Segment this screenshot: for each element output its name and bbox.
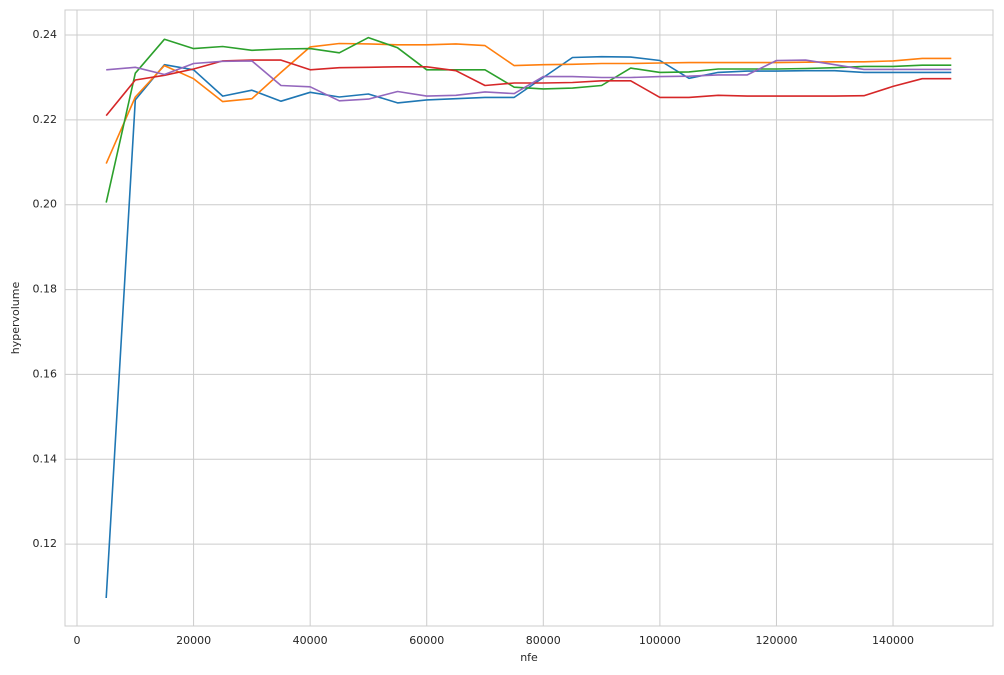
- x-tick-label: 60000: [409, 634, 444, 647]
- y-tick-label: 0.12: [33, 537, 58, 550]
- line-series: [105, 55, 952, 599]
- y-tick-label: 0.24: [33, 28, 58, 41]
- x-tick-label: 100000: [639, 634, 681, 647]
- y-tick-label: 0.20: [33, 198, 58, 211]
- x-tick-label: 20000: [176, 634, 211, 647]
- x-tick-label: 80000: [526, 634, 561, 647]
- line-series: [106, 59, 952, 102]
- y-tick-label: 0.16: [33, 367, 58, 380]
- y-tick-label: 0.22: [33, 113, 58, 126]
- x-axis-label: nfe: [520, 651, 538, 664]
- x-tick-label: 120000: [755, 634, 797, 647]
- line-series: [105, 36, 952, 203]
- x-tick-label: 40000: [293, 634, 328, 647]
- line-series: [105, 42, 952, 164]
- x-tick-label: 140000: [872, 634, 914, 647]
- y-axis-label: hypervolume: [9, 282, 22, 355]
- y-tick-label: 0.18: [33, 283, 58, 296]
- x-tick-label: 0: [74, 634, 81, 647]
- plot-frame: [64, 9, 994, 627]
- y-tick-label: 0.14: [33, 452, 58, 465]
